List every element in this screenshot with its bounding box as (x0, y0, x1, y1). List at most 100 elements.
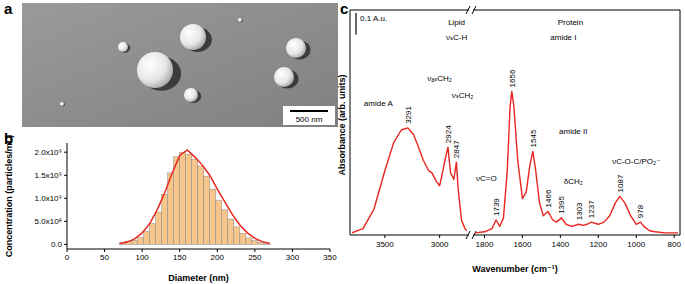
frame-top (473, 10, 680, 11)
particle (180, 24, 206, 50)
histogram-bar (180, 152, 186, 244)
y-tick (64, 244, 67, 245)
annotation: Lipid (448, 18, 465, 27)
histogram-bar (186, 155, 192, 245)
annotation: νC=O (476, 174, 497, 183)
y-tick-label: 1.5x10⁹ (35, 171, 62, 180)
x-tick-label: 50 (100, 253, 109, 262)
x-tick (254, 249, 255, 252)
x-tick-label: 1200 (589, 240, 607, 249)
x-tick (217, 249, 218, 252)
figure: a500 nmb0501001502002503003500.05.0x10⁸1… (0, 0, 685, 284)
scale-bar-label: 500 nm (296, 115, 323, 124)
particle-shadow (239, 19, 243, 23)
frame-right (680, 10, 681, 235)
histogram-bar (258, 243, 264, 245)
micrograph (22, 3, 338, 127)
y-axis-label: Absorbance (arb. units) (337, 74, 347, 175)
peak-label: 1395 (557, 196, 566, 214)
peak-label: 1466 (544, 189, 553, 207)
y-tick (64, 198, 67, 199)
annotation: amide II (559, 127, 587, 136)
peak-label: 3291 (404, 106, 413, 124)
particle (137, 52, 173, 88)
x-tick-label: 100 (135, 253, 149, 262)
frame-left (350, 10, 351, 235)
particle (60, 102, 64, 106)
x-tick-label: 250 (248, 253, 262, 262)
annotation: νₛCH₂ (452, 91, 474, 100)
panel-label: a (4, 0, 13, 17)
x-tick (439, 235, 440, 238)
histogram-bar (210, 189, 216, 244)
histogram-bar (138, 237, 144, 244)
x-axis (473, 235, 680, 236)
x-tick (179, 249, 180, 252)
scale-bar (355, 13, 356, 34)
x-tick-label: 3000 (431, 240, 449, 249)
peak-label: 978 (636, 204, 645, 218)
fit-line (120, 150, 270, 244)
histogram-bar (240, 233, 246, 244)
plot-area (475, 91, 678, 232)
peak-label: 1303 (575, 202, 584, 220)
x-tick (598, 235, 599, 238)
histogram-bar (150, 224, 156, 245)
particle (184, 88, 198, 102)
x-tick-label: 1400 (551, 240, 569, 249)
histogram-bar (174, 157, 180, 245)
frame-top (350, 10, 469, 11)
scale-bar (290, 110, 328, 112)
axis-break (466, 231, 470, 239)
x-axis (350, 235, 469, 236)
histogram-bar (216, 201, 222, 245)
plot-area (120, 150, 270, 244)
panel-label: c (340, 0, 348, 17)
y-tick (64, 152, 67, 153)
y-axis (67, 143, 68, 249)
spectrum-line (475, 91, 678, 232)
histogram-bar (204, 176, 210, 244)
histogram-bar (192, 159, 198, 244)
x-tick (636, 235, 637, 238)
histogram-bar (246, 238, 252, 244)
x-axis-label: Wavenumber (cm⁻¹) (472, 264, 557, 274)
x-tick (522, 235, 523, 238)
particle (286, 38, 306, 58)
histogram-bar (132, 240, 138, 244)
x-tick (104, 249, 105, 252)
x-tick-label: 1000 (627, 240, 645, 249)
peak-label: 1545 (529, 129, 538, 147)
peak-label: 1237 (587, 200, 596, 218)
histogram-bar (162, 195, 168, 245)
histogram-bar (198, 166, 204, 244)
annotation: νₛC-H (446, 33, 467, 42)
annotation: νC-O-C/PO₂⁻ (612, 157, 660, 166)
y-axis-label: Concentration (particles/mL) (4, 135, 14, 258)
x-tick-label: 350 (323, 253, 337, 262)
axis-break (472, 6, 476, 14)
x-tick-label: 0 (65, 253, 70, 262)
x-tick-label: 200 (211, 253, 225, 262)
peak-label: 1087 (616, 174, 625, 192)
x-tick-label: 1600 (514, 240, 532, 249)
y-tick-label: 5.0x10⁸ (35, 217, 62, 226)
particle-shadow (61, 103, 65, 107)
annotation: δCH₂ (564, 177, 583, 186)
y-tick-label: 0.0 (51, 240, 63, 249)
histogram-bar (156, 212, 162, 244)
x-tick (484, 235, 485, 238)
x-tick (292, 249, 293, 252)
x-tick (67, 249, 68, 252)
y-tick-label: 2.0x10⁹ (35, 148, 62, 157)
particle (238, 18, 242, 22)
x-tick (142, 249, 143, 252)
axis-break (466, 6, 470, 14)
histogram-bar (252, 241, 258, 245)
x-tick (384, 235, 385, 238)
histogram-bar (222, 210, 228, 245)
peak-label: 2847 (452, 140, 461, 158)
x-tick (330, 249, 331, 252)
x-tick-label: 1800 (476, 240, 494, 249)
x-tick-label: 800 (668, 240, 682, 249)
